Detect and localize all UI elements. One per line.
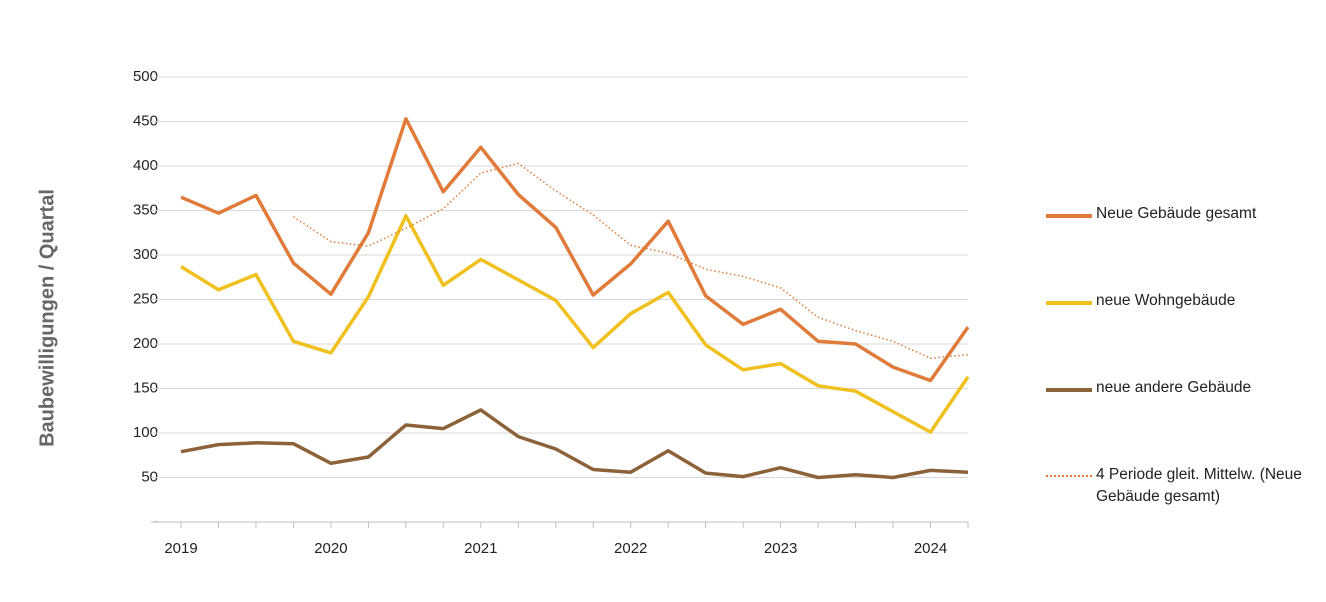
y-tick-label: 250	[133, 290, 158, 307]
x-tick-label: 2024	[914, 540, 947, 557]
legend-label: neue Wohngebäude	[1096, 292, 1236, 309]
x-tick-label: 2019	[164, 540, 197, 557]
x-tick-label: 2020	[314, 540, 347, 557]
y-tick-label: 50	[141, 468, 158, 485]
y-tick-label: 450	[133, 112, 158, 129]
legend-swatch	[1046, 388, 1092, 392]
series-line	[180, 214, 970, 434]
legend-item: neue Wohngebäude	[1046, 290, 1311, 312]
legend-label: Neue Gebäude gesamt	[1096, 205, 1257, 222]
x-tick-label: 2023	[764, 540, 797, 557]
y-tick-label: 100	[133, 424, 158, 441]
legend-label: neue andere Gebäude	[1096, 379, 1252, 396]
x-tick-label: 2022	[614, 540, 647, 557]
y-tick-label: 200	[133, 335, 158, 352]
series-line	[180, 408, 969, 480]
y-tick-label: 350	[133, 201, 158, 218]
legend-swatch	[1046, 301, 1092, 305]
series-line	[292, 162, 969, 359]
y-tick-label: -	[153, 513, 158, 530]
x-tick-label: 2021	[464, 540, 497, 557]
series-line	[180, 117, 970, 383]
legend-item: Neue Gebäude gesamt	[1046, 203, 1311, 225]
legend-item: neue andere Gebäude	[1046, 377, 1311, 399]
y-tick-label: 300	[133, 246, 158, 263]
legend-item: 4 Periode gleit. Mittelw. (Neue Gebäude …	[1046, 464, 1311, 508]
y-tick-label: 500	[133, 68, 158, 85]
y-axis-label: Baubewilligungen / Quartal	[36, 189, 58, 447]
y-tick-label: 150	[133, 379, 158, 396]
y-tick-label: 400	[133, 157, 158, 174]
legend-swatch	[1046, 214, 1092, 218]
legend-label: 4 Periode gleit. Mittelw. (Neue Gebäude …	[1096, 466, 1302, 505]
legend-swatch	[1046, 475, 1092, 477]
